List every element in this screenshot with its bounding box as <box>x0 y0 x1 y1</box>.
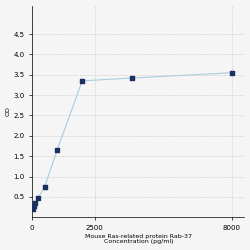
Point <box>230 71 234 75</box>
Point <box>55 148 59 152</box>
Point <box>43 185 47 189</box>
Point <box>33 201 37 205</box>
Point <box>32 204 36 208</box>
Y-axis label: OD: OD <box>6 106 10 116</box>
Point <box>130 76 134 80</box>
X-axis label: Mouse Ras-related protein Rab-37
Concentration (pg/ml): Mouse Ras-related protein Rab-37 Concent… <box>85 234 192 244</box>
Point <box>80 79 84 83</box>
Point <box>31 207 35 211</box>
Point <box>36 196 40 200</box>
